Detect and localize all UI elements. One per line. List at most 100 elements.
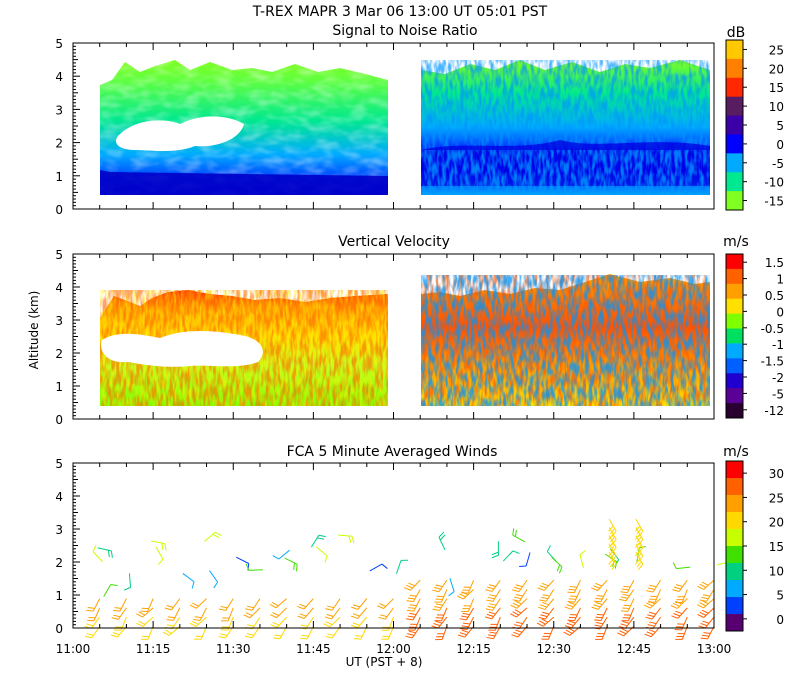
wind-barb: [136, 607, 154, 618]
barb-feather: [609, 528, 616, 535]
wind-barb: [697, 579, 715, 590]
barb-feather: [643, 604, 651, 609]
unit-vv: m/s: [723, 234, 749, 250]
barb-feather: [647, 624, 655, 627]
y-axis-label: Altitude (km): [27, 291, 41, 370]
colorbar-swatch: [726, 115, 743, 135]
wind-barb: [646, 579, 662, 593]
barb-feather: [166, 619, 174, 621]
colorbar-label: 10: [769, 100, 784, 114]
barb-staff: [276, 607, 288, 618]
wind-barb: [123, 573, 132, 591]
barb-staff: [579, 554, 584, 569]
barb-feather: [486, 599, 494, 602]
wind-barb: [284, 557, 298, 572]
wind-barb: [103, 584, 118, 597]
barb-feather: [593, 600, 601, 603]
barb-feather: [617, 632, 624, 637]
barb-staff: [236, 556, 249, 564]
x-tick-label: 11:15: [136, 642, 171, 656]
barb-feather: [567, 601, 575, 603]
wind-barb: [377, 598, 394, 609]
wind-barb: [486, 589, 501, 602]
barb-feather: [409, 612, 417, 616]
y-tick-label: 2: [55, 137, 63, 151]
colorbar-swatch: [726, 313, 743, 330]
barb-staff: [92, 598, 101, 612]
colorbar-label: -5: [772, 157, 784, 171]
barb-feather: [699, 599, 707, 602]
vv-field: [100, 274, 710, 406]
barb-feather: [697, 585, 704, 590]
wind-barb: [538, 598, 555, 610]
wind-barb: [310, 534, 326, 548]
barb-feather: [594, 624, 602, 627]
wind-barb: [338, 534, 355, 544]
barb-feather: [164, 607, 172, 611]
wind-barb: [269, 598, 287, 609]
barb-feather: [86, 633, 94, 636]
barb-feather: [636, 528, 642, 535]
barb-staff: [119, 598, 127, 612]
barb-staff: [651, 607, 661, 620]
barb-feather: [567, 591, 575, 594]
barb-feather: [438, 531, 445, 538]
barb-staff: [625, 589, 635, 602]
barb-feather: [324, 616, 332, 620]
barb-staff: [412, 607, 421, 621]
wind-barb: [316, 546, 328, 563]
colorbar-label: 20: [769, 516, 784, 530]
wind-barb: [245, 598, 261, 611]
barb-staff: [329, 616, 341, 628]
barb-feather: [326, 614, 334, 617]
barb-feather: [459, 593, 466, 598]
barb-feather: [220, 633, 228, 636]
barb-feather: [703, 632, 711, 634]
colorbar-label: 0.5: [765, 289, 784, 303]
barb-feather: [486, 637, 494, 640]
barb-feather: [406, 609, 414, 612]
barb-staff: [571, 616, 581, 629]
wind-barb: [619, 589, 635, 602]
wind-barb: [431, 616, 448, 629]
barb-staff: [597, 598, 608, 610]
barb-staff: [635, 518, 644, 532]
barb-feather: [539, 599, 547, 602]
barb-staff: [209, 570, 219, 583]
y-tick-label: 5: [55, 37, 63, 51]
barb-feather: [510, 604, 518, 609]
barb-feather: [272, 555, 280, 560]
colorbar-swatch: [726, 388, 743, 404]
barb-feather: [609, 536, 616, 543]
barb-feather: [673, 613, 681, 617]
barb-feather: [596, 613, 604, 616]
barb-feather: [672, 602, 680, 607]
barb-staff: [652, 616, 661, 630]
barb-feather: [220, 605, 228, 609]
barb-staff: [545, 589, 555, 602]
wind-barb: [369, 563, 388, 572]
colorbar-label: -10: [764, 176, 784, 190]
wind-barb: [245, 616, 261, 630]
barb-feather: [351, 536, 355, 544]
barb-staff: [681, 626, 688, 640]
barb-feather: [377, 605, 384, 609]
barb-feather: [245, 563, 250, 571]
barb-staff: [331, 598, 341, 611]
barb-feather: [646, 631, 654, 635]
barb-feather: [515, 584, 523, 588]
wind-barb: [536, 616, 555, 627]
wind-barb: [645, 616, 661, 630]
colorbar-label: 1.5: [765, 256, 784, 270]
wind-barb: [406, 598, 421, 612]
barb-feather: [350, 624, 358, 629]
wind-barb: [671, 607, 688, 619]
y-tick-label: 2: [55, 556, 63, 570]
barb-feather: [675, 584, 683, 587]
barb-feather: [352, 613, 360, 617]
colorbar-swatch: [726, 96, 743, 117]
barb-feather: [435, 603, 443, 606]
barb-feather: [297, 615, 305, 619]
colorbar-label: 10: [769, 564, 784, 578]
barb-staff: [512, 534, 526, 543]
